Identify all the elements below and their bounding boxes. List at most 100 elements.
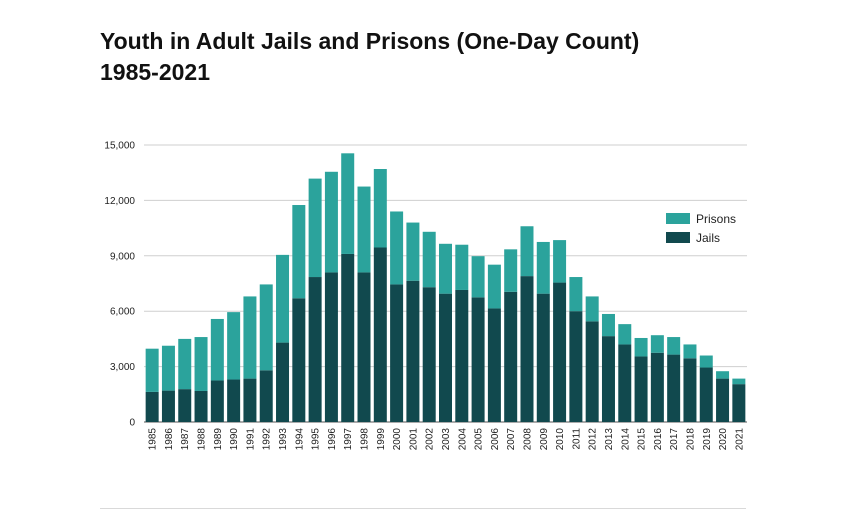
- x-tick-label: 2015: [637, 428, 648, 451]
- x-tick-label: 1990: [229, 428, 240, 451]
- bar-jails-1987: [178, 389, 192, 422]
- legend-label-jails: Jails: [696, 231, 720, 245]
- x-tick-label: 1985: [148, 428, 159, 451]
- bar-prisons-2010: [553, 240, 567, 283]
- x-axis-tick-labels: 1985 1986 1987 1988 1989 1990 1991 1992 1993 1994…: [148, 428, 746, 451]
- bar-jails-2017: [667, 354, 681, 422]
- chart-title: Youth in Adult Jails and Prisons (One-Da…: [100, 26, 639, 88]
- y-tick-label: 0: [129, 418, 135, 429]
- bar-jails-2012: [585, 321, 599, 422]
- x-tick-label: 2002: [425, 428, 436, 451]
- x-tick-label: 2007: [506, 428, 517, 451]
- bar-jails-2009: [536, 293, 550, 422]
- bar-prisons-2021: [732, 378, 746, 385]
- bar-prisons-1993: [276, 254, 290, 343]
- bar-prisons-2011: [569, 277, 583, 312]
- x-tick-label: 2011: [571, 428, 582, 450]
- x-tick-label: 1986: [164, 428, 175, 451]
- bar-prisons-2008: [520, 226, 534, 277]
- bar-jails-2006: [487, 308, 501, 422]
- x-tick-label: 1996: [327, 428, 338, 451]
- x-tick-label: 1995: [311, 428, 322, 451]
- bar-prisons-2002: [422, 231, 436, 288]
- bar-jails-2011: [569, 311, 583, 422]
- bar-prisons-1987: [178, 338, 192, 390]
- bar-prisons-2013: [601, 313, 615, 337]
- x-tick-label: 2017: [669, 428, 680, 451]
- bar-prisons-1992: [259, 284, 273, 371]
- y-tick-label: 9,000: [110, 251, 135, 262]
- x-tick-label: 2008: [522, 428, 533, 451]
- y-axis-tick-labels: 0 3,000 6,000 9,000 12,000 15,000: [104, 141, 135, 429]
- y-tick-label: 6,000: [110, 307, 135, 318]
- y-tick-label: 12,000: [104, 196, 135, 207]
- x-tick-label: 1998: [360, 428, 371, 451]
- x-tick-label: 2021: [734, 428, 745, 451]
- bar-jails-1994: [292, 298, 306, 422]
- bar-jails-2015: [634, 356, 648, 422]
- bar-jails-2013: [601, 336, 615, 422]
- x-tick-label: 1988: [197, 428, 208, 451]
- bottom-divider: [100, 508, 746, 509]
- bar-prisons-2007: [504, 249, 518, 292]
- bar-prisons-1988: [194, 337, 208, 391]
- bar-prisons-1998: [357, 186, 371, 273]
- x-tick-label: 2001: [408, 428, 419, 451]
- x-tick-label: 2016: [653, 428, 664, 451]
- x-tick-label: 2018: [685, 428, 696, 451]
- bar-jails-1999: [373, 247, 387, 422]
- x-tick-label: 2012: [588, 428, 599, 451]
- x-tick-label: 2003: [441, 428, 452, 451]
- x-tick-label: 1999: [376, 428, 387, 451]
- bar-jails-1988: [194, 390, 208, 422]
- bar-prisons-2016: [650, 335, 664, 353]
- x-tick-label: 1991: [245, 428, 256, 451]
- bar-jails-1991: [243, 378, 257, 422]
- bar-prisons-1990: [227, 312, 241, 380]
- legend: Prisons Jails: [666, 212, 736, 245]
- x-tick-label: 2013: [604, 428, 615, 451]
- bar-prisons-1994: [292, 205, 306, 299]
- bar-prisons-2017: [667, 337, 681, 355]
- bar-jails-1998: [357, 272, 371, 422]
- x-tick-label: 2014: [620, 428, 631, 451]
- bar-jails-2014: [618, 344, 632, 422]
- x-tick-label: 1993: [278, 428, 289, 451]
- bar-prisons-1986: [161, 345, 175, 391]
- x-tick-label: 2010: [555, 428, 566, 451]
- chart-title-line-1: Youth in Adult Jails and Prisons (One-Da…: [100, 28, 640, 54]
- bar-jails-1986: [161, 390, 175, 422]
- bar-jails-2002: [422, 287, 436, 422]
- bar-jails-2003: [439, 293, 452, 422]
- x-tick-label: 2020: [718, 428, 729, 451]
- bar-jails-2010: [553, 282, 567, 422]
- bar-jails-2018: [683, 358, 697, 422]
- bars: [145, 153, 746, 422]
- x-tick-label: 2009: [539, 428, 550, 451]
- x-tick-label: 2004: [457, 428, 468, 451]
- y-tick-label: 15,000: [104, 141, 135, 152]
- chart-title-line-2: 1985-2021: [100, 59, 210, 85]
- bar-prisons-1991: [243, 296, 257, 379]
- bar-jails-1985: [145, 391, 159, 422]
- bar-prisons-2004: [455, 244, 469, 290]
- bar-jails-1995: [308, 277, 322, 422]
- bar-prisons-2012: [585, 296, 599, 322]
- bar-jails-1997: [341, 253, 355, 422]
- bar-jails-2004: [455, 289, 469, 422]
- bar-prisons-2015: [634, 337, 648, 357]
- bar-jails-1996: [324, 272, 338, 422]
- bar-jails-2019: [699, 367, 713, 422]
- bar-prisons-2005: [471, 256, 485, 298]
- bar-prisons-2006: [487, 264, 501, 309]
- x-tick-label: 2006: [490, 428, 501, 451]
- legend-swatch-jails: [666, 232, 690, 243]
- x-tick-label: 2019: [702, 428, 713, 451]
- bar-jails-2008: [520, 276, 534, 422]
- x-tick-label: 1994: [294, 428, 305, 451]
- bar-jails-2016: [650, 352, 664, 422]
- x-tick-label: 1992: [262, 428, 273, 451]
- bar-prisons-1996: [324, 171, 338, 273]
- x-tick-label: 2005: [474, 428, 485, 451]
- x-tick-label: 1997: [343, 428, 354, 451]
